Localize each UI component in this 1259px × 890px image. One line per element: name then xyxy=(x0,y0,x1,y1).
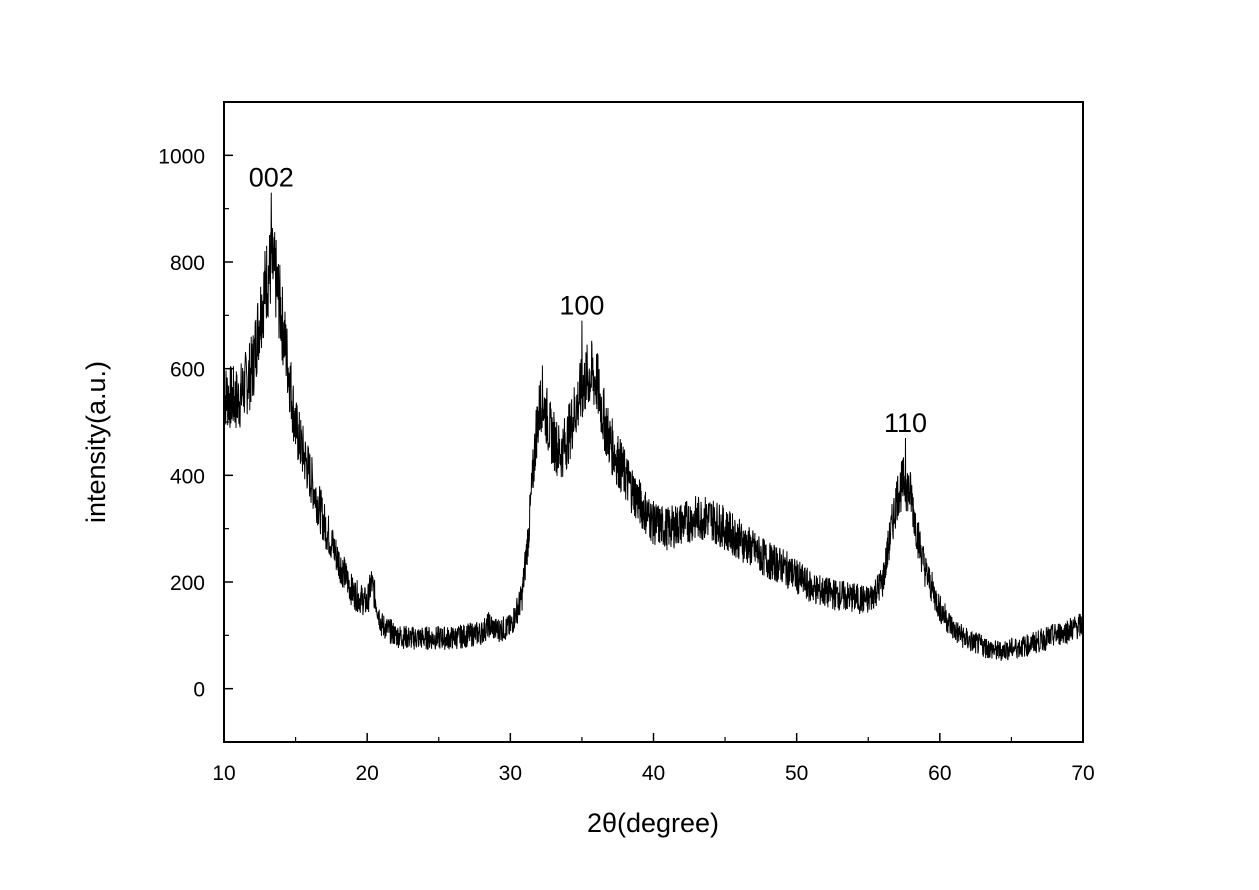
y-tick-label: 400 xyxy=(170,465,205,488)
x-tick-label: 10 xyxy=(212,762,235,785)
x-tick-label: 40 xyxy=(642,762,665,785)
y-axis: 0 200 400 600 800 1000 xyxy=(158,101,233,743)
plot-frame xyxy=(223,101,1084,743)
y-tick-label: 600 xyxy=(170,359,205,382)
x-tick-label: 30 xyxy=(499,762,522,785)
plot-area xyxy=(223,101,1084,743)
y-tick-label: 0 xyxy=(193,679,205,702)
peak-annotations: 002 100 110 xyxy=(249,163,927,438)
y-axis-title: intensity(a.u.) xyxy=(81,361,111,523)
series-line xyxy=(224,192,1083,661)
y-tick-label: 1000 xyxy=(158,145,205,168)
peak-label: 100 xyxy=(559,291,604,321)
x-tick-label: 50 xyxy=(785,762,808,785)
x-tick-label: 20 xyxy=(355,762,378,785)
x-tick-label: 60 xyxy=(928,762,951,785)
x-tick-label: 70 xyxy=(1071,762,1094,785)
y-tick-label: 800 xyxy=(170,252,205,275)
y-tick-label: 200 xyxy=(170,572,205,595)
peak-label: 002 xyxy=(249,163,294,193)
peak-label: 110 xyxy=(884,408,927,438)
x-axis: 10 20 30 40 50 60 70 xyxy=(212,733,1095,785)
x-axis-title: 2θ(degree) xyxy=(587,808,719,838)
